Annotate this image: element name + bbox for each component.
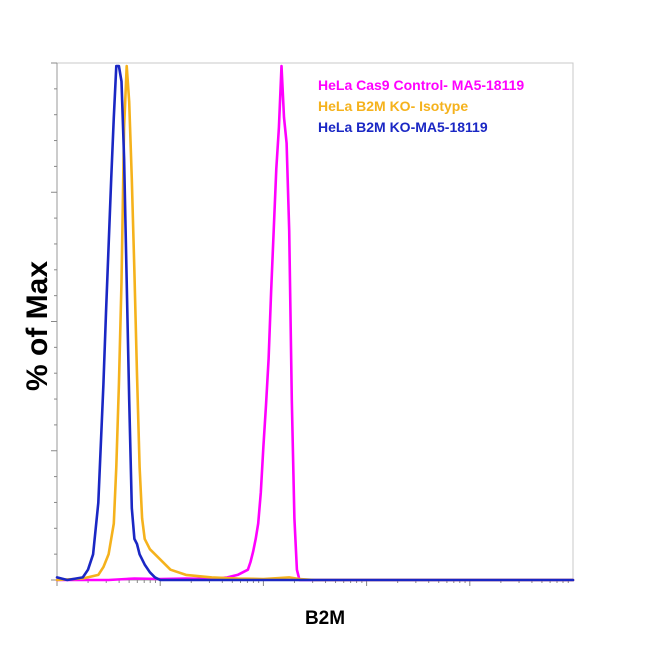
series-line-2 xyxy=(55,64,575,582)
series-layer xyxy=(55,64,575,582)
legend-entry-3: HeLa B2M KO-MA5-18119 xyxy=(318,119,488,135)
x-axis-label: B2M xyxy=(305,608,345,629)
legend-entry-2: HeLa B2M KO- Isotype xyxy=(318,98,468,114)
y-axis-label: % of Max xyxy=(21,261,54,391)
series-line-3 xyxy=(55,64,575,582)
legend: HeLa Cas9 Control- MA5-18119 HeLa B2M KO-… xyxy=(318,77,524,135)
legend-entry-1: HeLa Cas9 Control- MA5-18119 xyxy=(318,77,524,93)
